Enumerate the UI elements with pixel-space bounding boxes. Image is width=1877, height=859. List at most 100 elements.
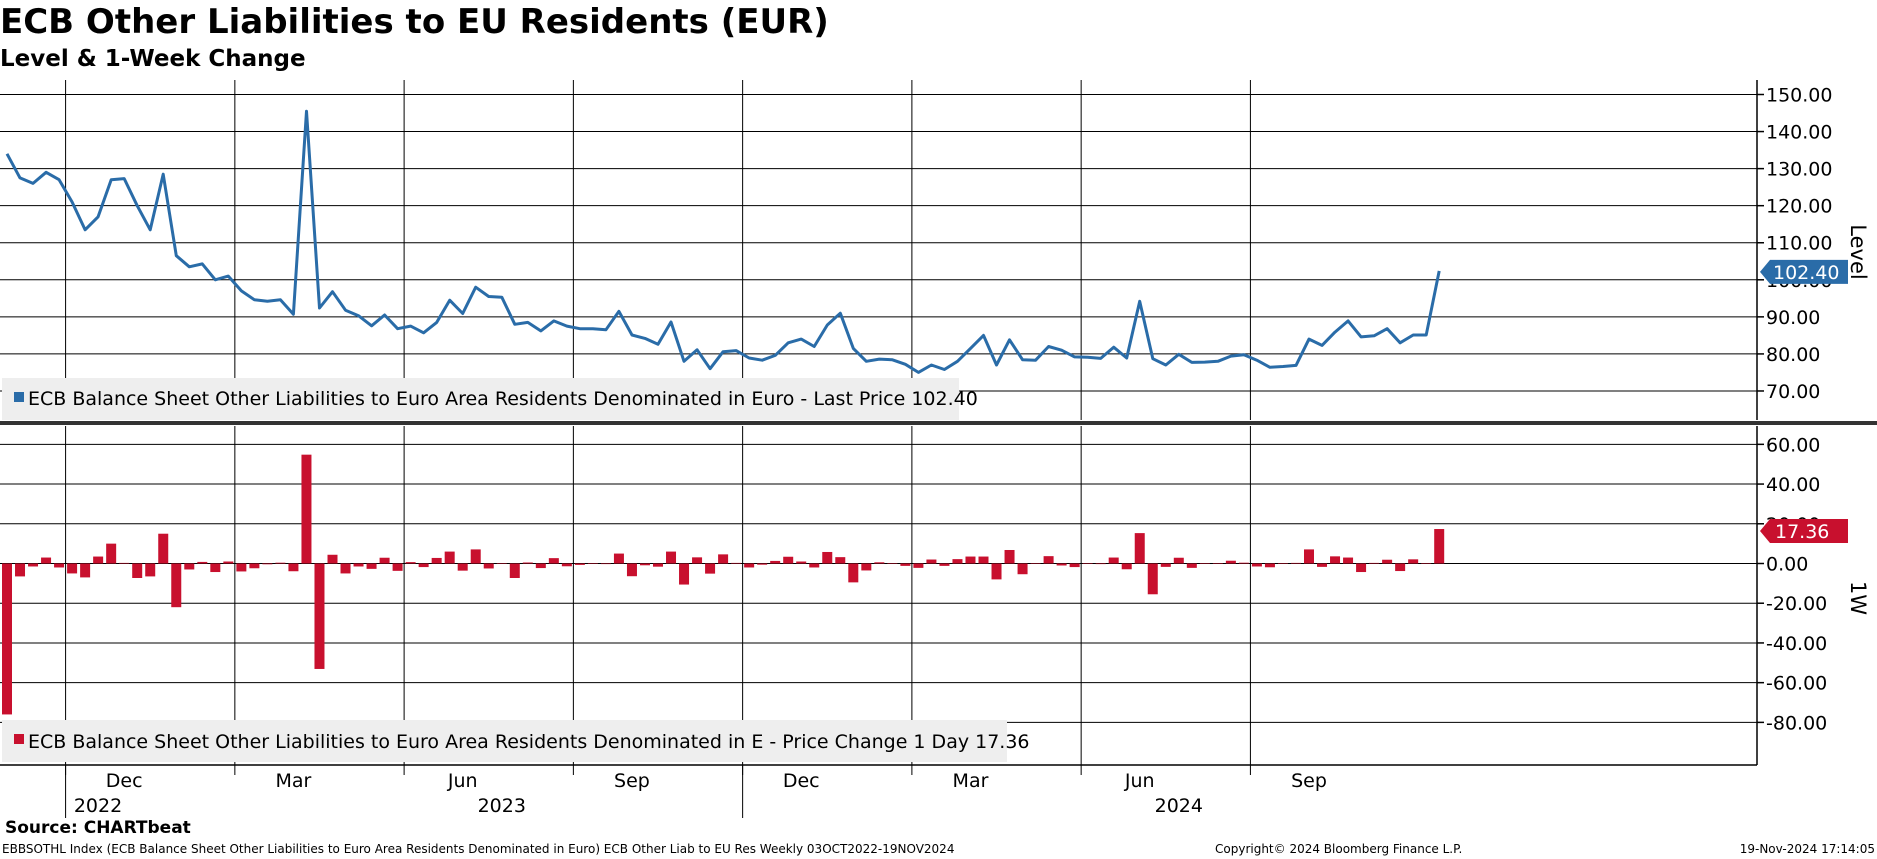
change-bar (1330, 556, 1341, 564)
change-badge-text: 17.36 (1775, 521, 1829, 543)
change-bar (1095, 563, 1106, 565)
x-year-label: 2022 (74, 795, 122, 817)
change-bar (184, 563, 195, 570)
change-tick-label: 40.00 (1766, 474, 1820, 496)
x-month-label: Mar (953, 770, 989, 792)
change-bar (418, 563, 429, 568)
x-month-label: Sep (614, 770, 650, 792)
x-month-label: Mar (276, 770, 312, 792)
change-bar (1317, 563, 1328, 567)
change-bar (392, 563, 403, 571)
change-bar (1382, 559, 1393, 564)
change-bar (548, 558, 559, 564)
change-bar (132, 563, 143, 578)
level-legend-swatch (14, 392, 24, 402)
change-bar (119, 562, 130, 564)
x-axis: Dec Mar Jun Sep Dec Mar Jun Sep 2022 2023 2024 (65, 765, 1327, 818)
change-bar (1056, 563, 1067, 566)
x-year-label: 2023 (478, 795, 526, 817)
level-legend-text: ECB Balance Sheet Other Liabilities to E… (28, 388, 978, 410)
change-bar (561, 563, 572, 567)
level-legend-box (2, 378, 959, 420)
level-tick-label: 80.00 (1766, 344, 1820, 366)
panel-divider (0, 421, 1877, 425)
level-line (5, 109, 1441, 374)
change-bar (158, 533, 169, 564)
change-tick-label: -60.00 (1766, 673, 1827, 695)
change-bar (1290, 562, 1301, 564)
change-tick-label: -80.00 (1766, 712, 1827, 734)
level-tick-label: 140.00 (1766, 122, 1832, 144)
change-bar (522, 562, 533, 564)
change-bar (1369, 562, 1380, 564)
change-bar (587, 563, 598, 564)
change-bar (1356, 563, 1367, 573)
change-bar (1043, 556, 1054, 564)
change-bar (15, 563, 26, 577)
x-month-label: Dec (106, 770, 143, 792)
change-bar (496, 563, 507, 564)
change-bar (626, 563, 637, 577)
change-bar (639, 563, 650, 566)
level-grid (0, 80, 1758, 420)
change-badge-shape (1760, 519, 1848, 544)
change-bar (574, 563, 585, 565)
x-month-label: Jun (447, 770, 478, 792)
change-bar (249, 563, 260, 569)
chart-title: ECB Other Liabilities to EU Residents (E… (0, 2, 829, 42)
change-legend-text: ECB Balance Sheet Other Liabilities to E… (28, 731, 1030, 753)
level-badge-text: 102.40 (1773, 262, 1839, 284)
change-bar (1408, 559, 1419, 564)
change-bar (470, 549, 481, 564)
change-bar (67, 563, 78, 574)
change-bar (887, 563, 898, 564)
change-y-axis: 60.0040.0020.000.00-20.00-40.00-60.00-80… (1757, 434, 1827, 734)
change-bar (171, 563, 182, 608)
level-tick-label: 130.00 (1766, 159, 1832, 181)
level-tick-label: 90.00 (1766, 307, 1820, 329)
level-panel: ECB Balance Sheet Other Liabilities to E… (0, 80, 1870, 420)
change-bar (1134, 533, 1145, 564)
change-bar (54, 563, 65, 568)
change-bar (861, 563, 872, 571)
change-bar (353, 563, 364, 567)
change-tick-label: 60.00 (1766, 434, 1820, 456)
change-bar (653, 563, 663, 567)
footer-security-description: EBBSOTHL Index (ECB Balance Sheet Other … (2, 842, 955, 856)
change-tick-label: -40.00 (1766, 633, 1827, 655)
x-year-label: 2024 (1155, 795, 1203, 817)
change-bar (1069, 563, 1080, 568)
change-bar (1186, 563, 1197, 568)
change-bar (731, 562, 742, 564)
change-bar (1225, 560, 1236, 564)
change-bar (1434, 529, 1445, 564)
change-bar (1212, 563, 1223, 564)
change-bar (379, 557, 390, 564)
change-bar (822, 551, 833, 564)
change-bar (926, 559, 937, 564)
change-axis-title: 1W (1846, 581, 1870, 615)
change-bar (692, 557, 703, 564)
change-bar (1421, 563, 1432, 564)
change-bar (1238, 562, 1249, 564)
level-badge-shape (1760, 259, 1848, 284)
change-bar (770, 560, 781, 564)
change-bar (1173, 557, 1184, 564)
change-bar (718, 554, 729, 564)
change-bar (366, 563, 377, 569)
change-bar (340, 563, 351, 574)
change-bar (2, 563, 12, 715)
source-label: Source: CHARTbeat (5, 818, 191, 838)
change-bar (275, 562, 286, 564)
change-bar (809, 563, 820, 568)
change-bar (314, 563, 325, 669)
change-bar (913, 563, 924, 568)
change-panel: ECB Balance Sheet Other Liabilities to E… (0, 426, 1870, 766)
change-bar (28, 563, 39, 567)
change-bar (444, 551, 455, 564)
change-bar (1304, 549, 1314, 564)
level-tick-label: 150.00 (1766, 85, 1832, 107)
change-legend-swatch (14, 734, 24, 744)
change-bar (1160, 563, 1171, 567)
